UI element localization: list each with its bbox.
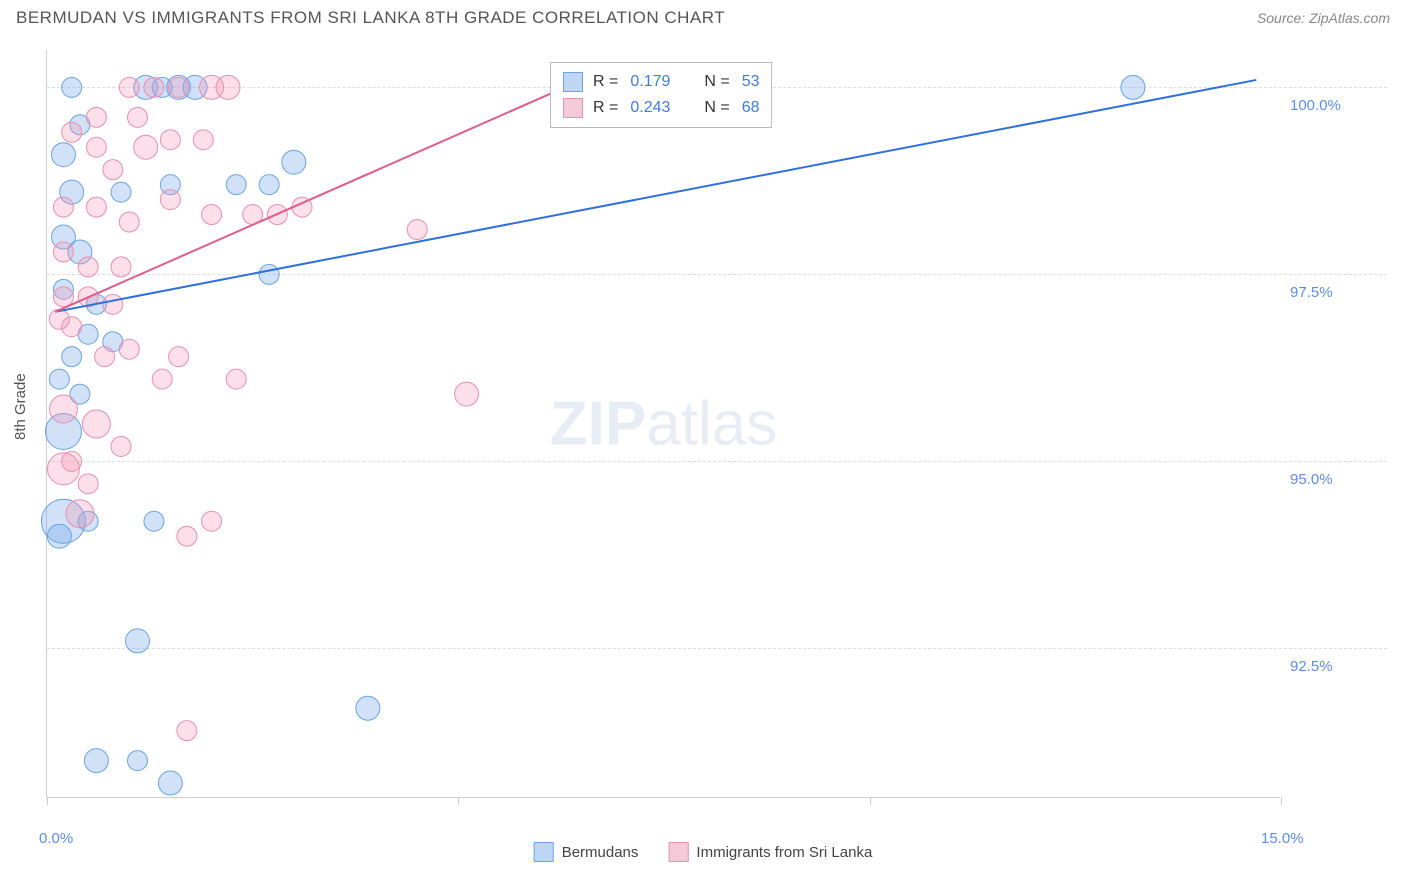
- scatter-point: [103, 294, 123, 314]
- scatter-point: [259, 175, 279, 195]
- scatter-point: [158, 771, 182, 795]
- scatter-point: [62, 77, 82, 97]
- scatter-point: [49, 395, 77, 423]
- scatter-point: [119, 212, 139, 232]
- scatter-point: [160, 190, 180, 210]
- scatter-point: [47, 453, 79, 485]
- stats-legend-box: R = 0.179 N = 53 R = 0.243 N = 68: [550, 62, 772, 128]
- x-tick: [47, 797, 48, 805]
- x-tick: [458, 797, 459, 805]
- n-value: 68: [742, 95, 760, 121]
- y-tick-label: 92.5%: [1290, 658, 1400, 675]
- scatter-point: [82, 410, 110, 438]
- scatter-point: [119, 77, 139, 97]
- scatter-point: [169, 347, 189, 367]
- stats-legend-row: R = 0.179 N = 53: [563, 69, 759, 95]
- scatter-point: [1121, 75, 1145, 99]
- scatter-point: [127, 107, 147, 127]
- source-label: Source: ZipAtlas.com: [1257, 10, 1390, 26]
- scatter-point: [47, 524, 71, 548]
- scatter-point: [144, 511, 164, 531]
- scatter-point: [407, 220, 427, 240]
- r-label: R =: [593, 69, 618, 95]
- x-tick-label: 15.0%: [1261, 830, 1304, 847]
- scatter-point: [177, 721, 197, 741]
- scatter-point: [111, 436, 131, 456]
- scatter-point: [356, 696, 380, 720]
- legend-swatch: [563, 72, 583, 92]
- x-tick: [870, 797, 871, 805]
- scatter-point: [216, 75, 240, 99]
- stats-legend-row: R = 0.243 N = 68: [563, 95, 759, 121]
- y-axis-label: 8th Grade: [12, 373, 29, 440]
- scatter-point: [103, 160, 123, 180]
- scatter-point: [111, 257, 131, 277]
- legend-swatch: [534, 842, 554, 862]
- r-value: 0.179: [630, 69, 684, 95]
- y-tick-label: 100.0%: [1290, 97, 1400, 114]
- chart-title: BERMUDAN VS IMMIGRANTS FROM SRI LANKA 8T…: [16, 8, 725, 28]
- scatter-point: [62, 122, 82, 142]
- scatter-point: [84, 749, 108, 773]
- scatter-point: [160, 130, 180, 150]
- scatter-point: [78, 257, 98, 277]
- legend-label: Immigrants from Sri Lanka: [696, 844, 872, 861]
- scatter-point: [53, 287, 73, 307]
- scatter-point: [134, 135, 158, 159]
- scatter-point: [78, 474, 98, 494]
- scatter-point: [119, 339, 139, 359]
- r-value: 0.243: [630, 95, 684, 121]
- scatter-point: [282, 150, 306, 174]
- scatter-point: [455, 382, 479, 406]
- r-label: R =: [593, 95, 618, 121]
- chart-plot-area: 92.5%95.0%97.5%100.0%0.0%15.0% ZIPatlas: [46, 50, 1280, 798]
- scatter-point: [53, 197, 73, 217]
- legend-swatch: [563, 98, 583, 118]
- n-label: N =: [704, 69, 729, 95]
- scatter-point: [49, 369, 69, 389]
- scatter-point: [86, 137, 106, 157]
- scatter-point: [259, 264, 279, 284]
- legend-swatch: [668, 842, 688, 862]
- scatter-point: [127, 751, 147, 771]
- n-value: 53: [742, 69, 760, 95]
- scatter-point: [169, 77, 189, 97]
- scatter-point: [95, 347, 115, 367]
- scatter-point: [62, 347, 82, 367]
- y-tick-label: 95.0%: [1290, 471, 1400, 488]
- x-tick: [1281, 797, 1282, 805]
- scatter-point: [226, 175, 246, 195]
- scatter-point: [152, 369, 172, 389]
- scatter-point: [49, 309, 69, 329]
- legend-item: Immigrants from Sri Lanka: [668, 842, 872, 862]
- scatter-point: [125, 629, 149, 653]
- scatter-point: [177, 526, 197, 546]
- x-tick-label: 0.0%: [39, 830, 73, 847]
- scatter-point: [86, 107, 106, 127]
- series-legend: Bermudans Immigrants from Sri Lanka: [534, 842, 873, 862]
- scatter-point: [226, 369, 246, 389]
- scatter-point: [86, 197, 106, 217]
- scatter-point: [202, 205, 222, 225]
- scatter-point: [202, 511, 222, 531]
- legend-label: Bermudans: [562, 844, 639, 861]
- scatter-point: [51, 143, 75, 167]
- n-label: N =: [704, 95, 729, 121]
- scatter-point: [66, 500, 94, 528]
- scatter-point: [144, 77, 164, 97]
- scatter-point: [193, 130, 213, 150]
- scatter-svg: [47, 50, 1280, 797]
- scatter-point: [111, 182, 131, 202]
- y-tick-label: 97.5%: [1290, 284, 1400, 301]
- scatter-point: [53, 242, 73, 262]
- legend-item: Bermudans: [534, 842, 639, 862]
